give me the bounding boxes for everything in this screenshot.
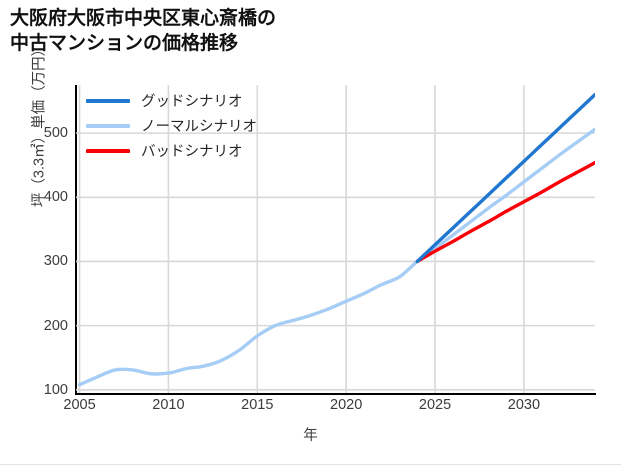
x-tick-label: 2025 — [418, 397, 452, 413]
legend-swatch-good-icon — [86, 98, 130, 103]
chart-title: 大阪府大阪市中央区東心斎橋の 中古マンションの価格推移 — [10, 8, 277, 55]
legend-label-bad: バッドシナリオ — [141, 144, 243, 160]
y-axis-label: 坪（3.3㎡）単価（万円） — [31, 41, 48, 208]
gridlines — [76, 85, 595, 393]
series-line — [415, 160, 595, 264]
plot-area — [76, 85, 595, 393]
x-tick-label: 2015 — [241, 397, 274, 413]
legend-item-bad: バッドシナリオ — [86, 138, 316, 163]
chart-legend: グッドシナリオ ノーマルシナリオ バッドシナリオ — [86, 88, 316, 163]
y-tick-label: 100 — [43, 381, 68, 398]
series-lines — [77, 92, 595, 387]
y-tick-label: 300 — [43, 253, 68, 270]
legend-swatch-bad-icon — [86, 148, 130, 153]
x-tick-label: 2020 — [330, 397, 363, 413]
legend-label-normal: ノーマルシナリオ — [141, 119, 257, 135]
legend-label-good: グッドシナリオ — [141, 94, 243, 110]
legend-swatch-normal-icon — [86, 123, 130, 128]
series-line — [415, 92, 595, 264]
y-axis-line — [75, 85, 77, 394]
x-axis-label: 年 — [303, 428, 318, 444]
plot-svg — [76, 85, 595, 393]
x-tick-label: 2030 — [507, 397, 541, 413]
x-tick-label: 2010 — [152, 397, 185, 413]
y-tick-label: 200 — [43, 317, 68, 334]
x-axis-line — [75, 393, 596, 395]
x-tick-label: 2005 — [63, 397, 96, 413]
y-tick-label: 500 — [43, 125, 68, 142]
legend-item-normal: ノーマルシナリオ — [86, 113, 316, 138]
series-line — [77, 127, 595, 387]
legend-item-good: グッドシナリオ — [86, 88, 316, 113]
y-tick-label: 400 — [43, 189, 68, 206]
